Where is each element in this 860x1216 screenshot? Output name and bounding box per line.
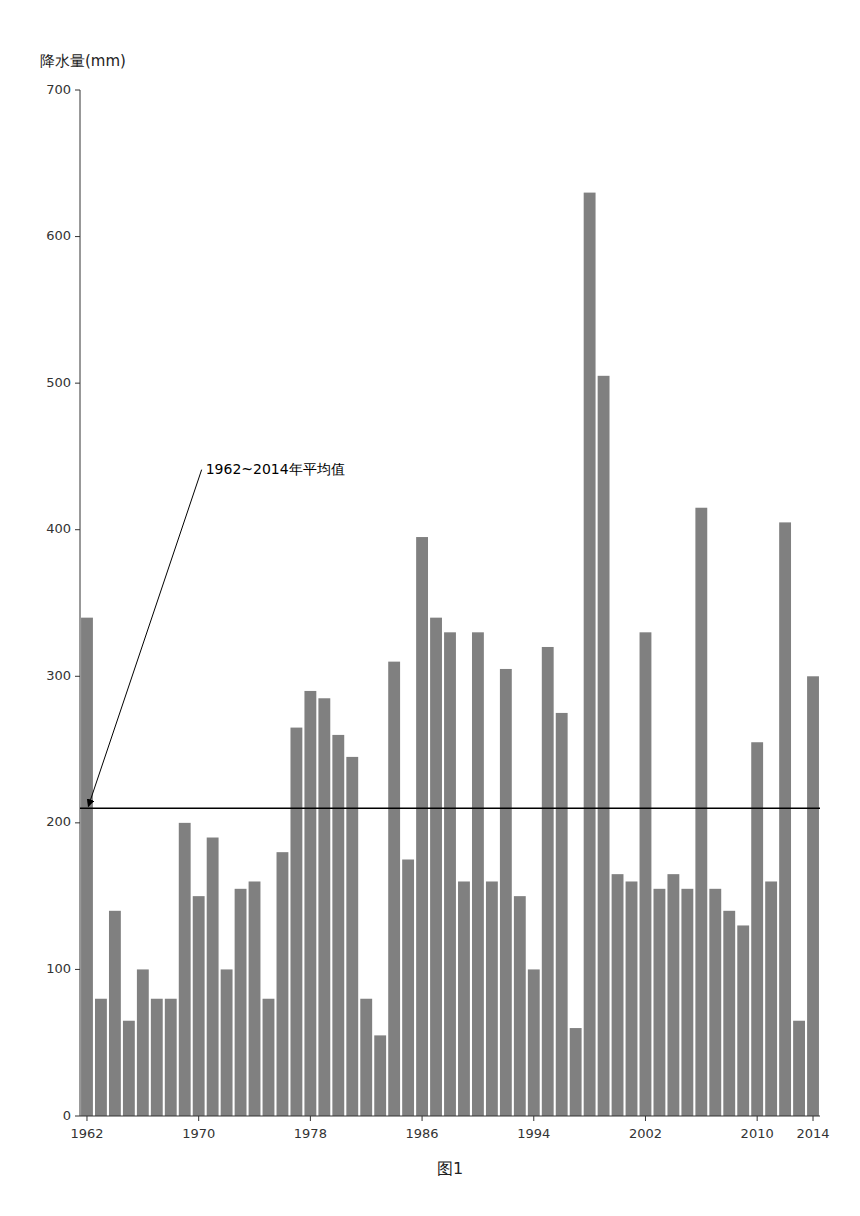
bar: [765, 881, 777, 1116]
bar: [709, 889, 721, 1116]
bar: [667, 874, 679, 1116]
x-tick-label: 2010: [741, 1126, 774, 1141]
bar: [360, 999, 372, 1116]
x-tick: [813, 1116, 814, 1121]
bar: [304, 691, 316, 1116]
y-tick-label: 600: [46, 228, 71, 243]
bar: [472, 632, 484, 1116]
bar: [793, 1021, 805, 1116]
bar: [402, 860, 414, 1117]
bar: [249, 881, 261, 1116]
y-axis: 0 100 200 300 400 500 600 700: [46, 82, 80, 1123]
y-tick-label: 200: [46, 814, 71, 829]
bar: [528, 969, 540, 1116]
x-tick: [422, 1116, 423, 1121]
x-tick-label: 1986: [406, 1126, 439, 1141]
bar: [640, 632, 652, 1116]
bar: [263, 999, 275, 1116]
bar: [332, 735, 344, 1116]
bar: [751, 742, 763, 1116]
y-tick-label: 700: [46, 82, 71, 97]
y-tick: [75, 969, 80, 970]
bar: [570, 1028, 582, 1116]
bar: [654, 889, 666, 1116]
bar: [416, 537, 428, 1116]
bar: [346, 757, 358, 1116]
bar: [388, 662, 400, 1116]
bar: [95, 999, 107, 1116]
bar: [123, 1021, 135, 1116]
bar: [290, 728, 302, 1116]
bar: [612, 874, 624, 1116]
x-axis: 1962 1970 1978 1986 1994 2002 2010 2014: [70, 1116, 829, 1141]
bar: [542, 647, 554, 1116]
bar: [221, 969, 233, 1116]
x-tick-label: 2014: [796, 1126, 829, 1141]
x-axis-line: [80, 1116, 820, 1117]
bar: [193, 896, 205, 1116]
bar: [626, 881, 638, 1116]
bar: [207, 838, 219, 1116]
bar: [556, 713, 568, 1116]
bar: [598, 376, 610, 1116]
y-axis-line: [80, 90, 81, 1116]
x-tick-label: 1962: [70, 1126, 103, 1141]
x-tick-label: 1978: [294, 1126, 327, 1141]
bar: [374, 1035, 386, 1116]
bar: [81, 618, 93, 1116]
bar: [500, 669, 512, 1116]
x-tick: [198, 1116, 199, 1121]
bar: [430, 618, 442, 1116]
bar: [514, 896, 526, 1116]
y-axis-label: 降水量(mm): [40, 52, 126, 70]
y-tick: [75, 676, 80, 677]
x-tick-label: 1994: [517, 1126, 550, 1141]
bars: [81, 193, 819, 1116]
x-tick: [645, 1116, 646, 1121]
bar: [779, 522, 791, 1116]
annotation-arrow: [88, 470, 201, 807]
y-tick-label: 500: [46, 375, 71, 390]
y-tick: [75, 1116, 80, 1117]
y-tick: [75, 90, 80, 91]
y-tick: [75, 822, 80, 823]
y-tick: [75, 529, 80, 530]
bar: [584, 193, 596, 1116]
bar: [723, 911, 735, 1116]
x-tick-label: 1970: [182, 1126, 215, 1141]
average-line: [80, 807, 820, 809]
bar: [137, 969, 149, 1116]
bar: [737, 925, 749, 1116]
x-tick: [310, 1116, 311, 1121]
x-tick-label: 2002: [629, 1126, 662, 1141]
y-tick-label: 100: [46, 961, 71, 976]
x-tick: [533, 1116, 534, 1121]
average-label: 1962~2014年平均值: [206, 461, 345, 477]
bar: [486, 881, 498, 1116]
x-axis-label: 图1: [437, 1159, 463, 1178]
y-tick-label: 0: [63, 1108, 71, 1123]
bar: [444, 632, 456, 1116]
y-tick-label: 300: [46, 668, 71, 683]
bar: [165, 999, 177, 1116]
bar: [179, 823, 191, 1116]
bar: [151, 999, 163, 1116]
bar: [277, 852, 289, 1116]
y-tick: [75, 236, 80, 237]
x-tick: [757, 1116, 758, 1121]
bar: [807, 676, 819, 1116]
bar: [109, 911, 121, 1116]
y-tick: [75, 383, 80, 384]
bar: [681, 889, 693, 1116]
bar: [458, 881, 470, 1116]
chart-svg: 0 100 200 300 400 500 600 700 降水量(mm) 1962 1970 197…: [0, 0, 860, 1216]
bar: [695, 508, 707, 1116]
x-tick: [86, 1116, 87, 1121]
bar: [235, 889, 247, 1116]
bar: [318, 698, 330, 1116]
y-tick-label: 400: [46, 521, 71, 536]
